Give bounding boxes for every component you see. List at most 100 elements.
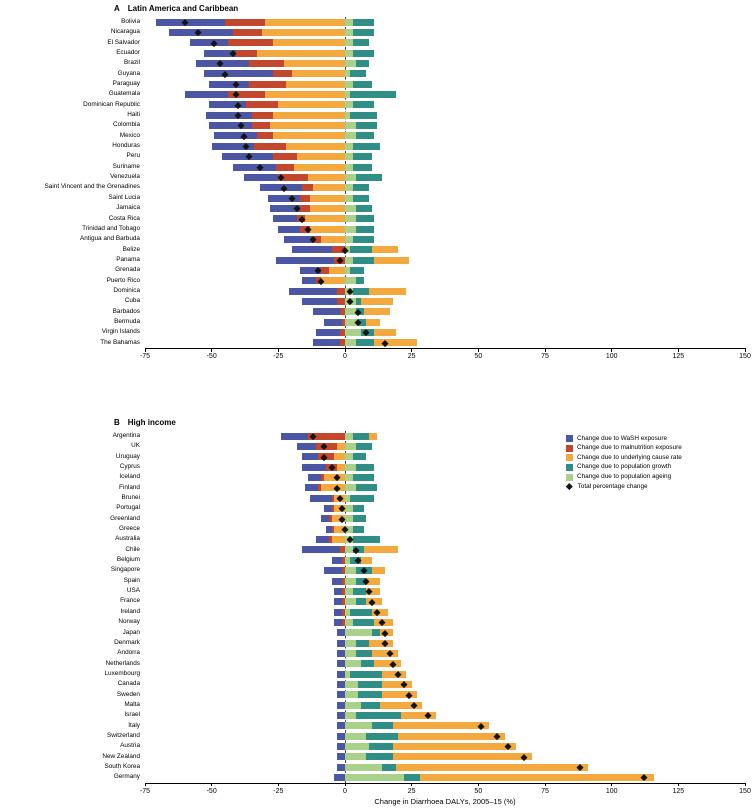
country-label: The Bahamas [100, 338, 140, 346]
ageing-segment [345, 29, 353, 37]
wash-segment [334, 774, 345, 782]
ageing-segment [345, 525, 353, 533]
ageing-segment [345, 515, 353, 523]
x-tick-label: 75 [541, 353, 549, 360]
x-tick-mark [411, 782, 413, 787]
wash-segment [299, 266, 321, 274]
malnutrition-segment [321, 266, 329, 274]
ageing-segment [345, 101, 353, 109]
wash-segment [323, 505, 332, 513]
ageing-swatch-icon [566, 473, 573, 481]
country-label: Saint Lucia [108, 193, 140, 201]
growth-segment [355, 60, 369, 68]
cause-rate-segment [371, 649, 399, 657]
ageing-segment [345, 225, 356, 233]
wash-segment [305, 484, 319, 492]
wash-segment [337, 691, 345, 699]
cause-rate-segment [374, 339, 417, 347]
bar-row: Ireland [0, 607, 754, 617]
country-label: Saint Vincent and the Grenadines [44, 183, 140, 191]
x-tick-label: -25 [273, 787, 284, 795]
cause-rate-segment [393, 743, 516, 750]
country-label: Greenland [110, 514, 140, 522]
x-tick-label: 50 [474, 353, 483, 360]
bar-area [145, 327, 745, 337]
ageing-segment [345, 39, 353, 47]
country-label: Chile [125, 545, 140, 553]
bar-row: Peru [0, 151, 754, 161]
x-tick-mark [677, 782, 679, 787]
bar-area [145, 700, 745, 710]
ageing-segment [345, 546, 353, 554]
country-label: Barbados [112, 307, 140, 315]
legend-label: Change due to WaSH exposure [577, 434, 667, 442]
country-label: Cyprus [119, 463, 140, 470]
ageing-segment [345, 318, 359, 326]
x-axis-line [145, 348, 745, 349]
bar-row: Iceland [0, 472, 754, 482]
country-label: Belgium [116, 556, 140, 564]
bar-row: Luxembourg [0, 669, 754, 679]
ageing-segment [345, 339, 356, 347]
cause-rate-segment [369, 432, 377, 440]
bar-row: Dominican Republic [0, 100, 754, 110]
ageing-segment [345, 649, 356, 657]
x-tick-mark [744, 348, 746, 352]
ageing-segment [345, 505, 353, 513]
bar-area [145, 514, 745, 524]
bar-row: Belize [0, 245, 754, 255]
malnutrition-segment [331, 246, 345, 254]
bar-area [145, 441, 745, 451]
bar-row: Germany [0, 772, 754, 782]
x-tick-mark [411, 348, 413, 352]
bar-area [145, 162, 745, 172]
bar-row: Costa Rica [0, 214, 754, 224]
wash-segment [155, 18, 225, 26]
malnutrition-segment [339, 546, 345, 554]
cause-rate-segment [273, 39, 345, 47]
legend-label: Change due to malnutrition exposure [577, 444, 682, 452]
ageing-segment [345, 18, 353, 26]
country-label: El Salvador [107, 38, 140, 46]
total-diamond-icon [566, 483, 573, 491]
legend-label: Change due to underlying cause rate [577, 453, 682, 461]
wash-segment [337, 680, 345, 688]
wash-segment [267, 194, 300, 202]
bar-area [145, 648, 745, 658]
country-label: Brazil [124, 59, 140, 67]
panel-a-title: A Latin America and Caribbean [114, 4, 754, 17]
country-label: Israel [124, 711, 140, 719]
x-tick-label: -25 [273, 353, 284, 360]
malnutrition-segment [339, 329, 345, 336]
country-label: Greece [119, 525, 140, 533]
wash-segment [334, 608, 343, 616]
bar-area [145, 555, 745, 565]
country-label: France [120, 597, 140, 605]
growth-segment [355, 215, 375, 223]
malnutrition-segment [331, 494, 335, 502]
country-label: Australia [115, 535, 140, 543]
x-tick-mark [211, 348, 213, 352]
bar-row: Italy [0, 721, 754, 731]
malnutrition-segment [342, 577, 345, 585]
country-label: Puerto Rico [106, 276, 140, 284]
growth-segment [353, 618, 375, 626]
malnutrition-segment [254, 142, 287, 150]
ageing-segment [345, 266, 351, 274]
wash-segment [337, 670, 345, 678]
bar-row: Cyprus [0, 462, 754, 472]
x-tick-label: 75 [541, 787, 549, 795]
bar-row: Antigua and Barbuda [0, 234, 754, 244]
bar-row: New Zealand [0, 752, 754, 762]
bar-row: Venezuela [0, 172, 754, 182]
bar-area [145, 58, 745, 68]
malnutrition-segment [339, 308, 345, 316]
country-label: USA [126, 587, 140, 595]
wash-segment [337, 763, 345, 771]
bar-row: Jamaica [0, 203, 754, 213]
growth-segment [371, 629, 380, 637]
bar-area [145, 576, 745, 586]
malnutrition-segment [342, 598, 345, 606]
cause-rate-segment [331, 515, 345, 523]
panel-a-letter: A [114, 4, 120, 13]
